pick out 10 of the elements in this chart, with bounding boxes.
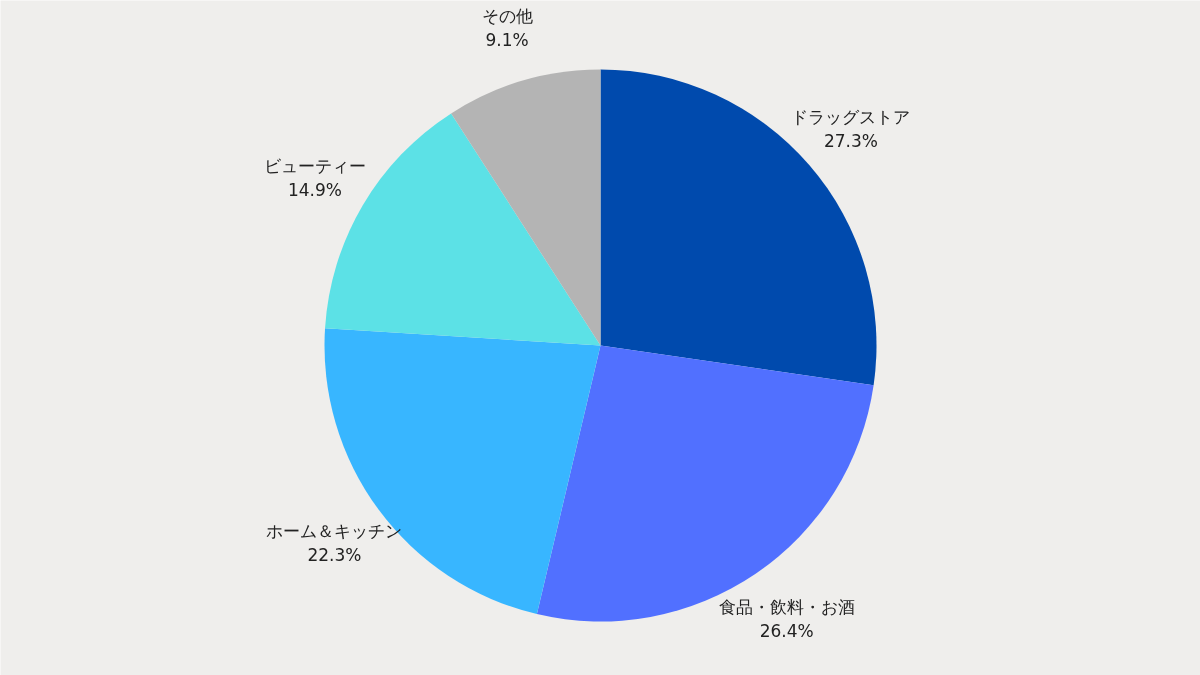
slice-label: 食品・飲料・お酒 (718, 597, 855, 618)
data-label: 26.4% (759, 621, 814, 642)
slice-label: ホーム＆キッチン (266, 520, 403, 541)
data-label: 9.1% (485, 29, 529, 50)
slice-label: ドラッグストア (791, 106, 911, 127)
slice-label: ビューティー (263, 155, 366, 176)
slice-label: その他 (481, 5, 533, 26)
data-label: 27.3% (823, 130, 878, 151)
data-label: 22.3% (307, 544, 362, 565)
data-label: 14.9% (287, 179, 342, 200)
